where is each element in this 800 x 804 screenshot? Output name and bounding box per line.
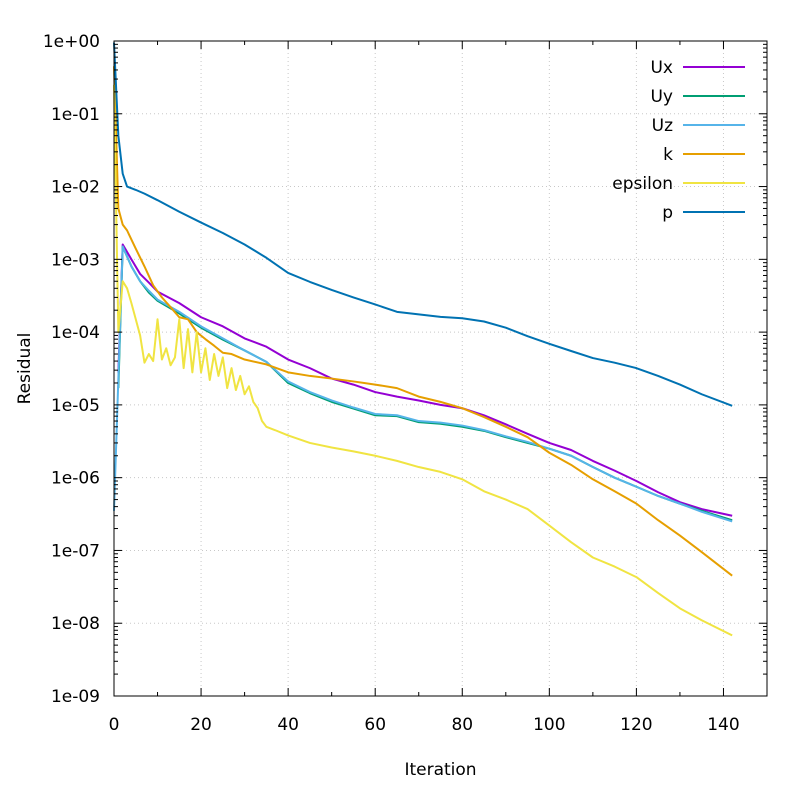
y-tick-label: 1e-03 bbox=[51, 250, 100, 270]
legend-entry-Uz: Uz bbox=[652, 116, 745, 136]
legend-label: Uz bbox=[652, 116, 673, 136]
legend-entry-Ux: Ux bbox=[650, 58, 745, 78]
legend-label: Ux bbox=[650, 58, 673, 78]
y-tick-label: 1e+00 bbox=[43, 32, 100, 52]
legend-label: Uy bbox=[650, 87, 673, 107]
x-tick-label: 0 bbox=[109, 715, 120, 735]
legend-label: p bbox=[662, 203, 673, 223]
x-tick-label: 80 bbox=[451, 715, 473, 735]
legend-entry-k: k bbox=[663, 145, 745, 165]
x-tick-label: 20 bbox=[190, 715, 212, 735]
legend-label: k bbox=[663, 145, 673, 165]
series-line-Ux bbox=[117, 243, 733, 517]
series-layer bbox=[113, 42, 733, 637]
y-axis-label: Residual bbox=[15, 333, 35, 405]
y-tick-label: 1e-08 bbox=[51, 614, 100, 634]
y-tick-label: 1e-05 bbox=[51, 396, 100, 416]
legend: Ux Uy Uz k epsilon p bbox=[612, 58, 745, 223]
x-tick-label: 60 bbox=[364, 715, 386, 735]
series-line-epsilon bbox=[113, 84, 733, 637]
y-tick-label: 1e-02 bbox=[51, 178, 100, 198]
legend-entry-epsilon: epsilon bbox=[612, 174, 745, 194]
tick-layer: 0 20 40 60 80 100 120 140 1e+00 1e-01 1e-02 1e-03 1e… bbox=[43, 32, 767, 735]
y-tick-label: 1e-04 bbox=[51, 323, 100, 343]
plot-frame bbox=[113, 40, 768, 697]
legend-label: epsilon bbox=[612, 174, 673, 194]
x-tick-label: 40 bbox=[277, 715, 299, 735]
x-tick-label: 100 bbox=[533, 715, 565, 735]
legend-entry-p: p bbox=[662, 203, 745, 223]
legend-entry-Uy: Uy bbox=[650, 87, 745, 107]
x-tick-label: 120 bbox=[620, 715, 652, 735]
x-axis-label: Iteration bbox=[404, 760, 476, 780]
y-tick-label: 1e-06 bbox=[51, 469, 100, 489]
x-tick-label: 140 bbox=[707, 715, 739, 735]
series-line-p bbox=[113, 42, 733, 407]
y-tick-label: 1e-07 bbox=[51, 541, 100, 561]
series-line-k bbox=[113, 66, 733, 577]
series-line-Uz bbox=[113, 245, 733, 523]
grid-layer bbox=[114, 41, 767, 696]
y-tick-label: 1e-09 bbox=[51, 687, 100, 707]
y-tick-label: 1e-01 bbox=[51, 105, 100, 125]
